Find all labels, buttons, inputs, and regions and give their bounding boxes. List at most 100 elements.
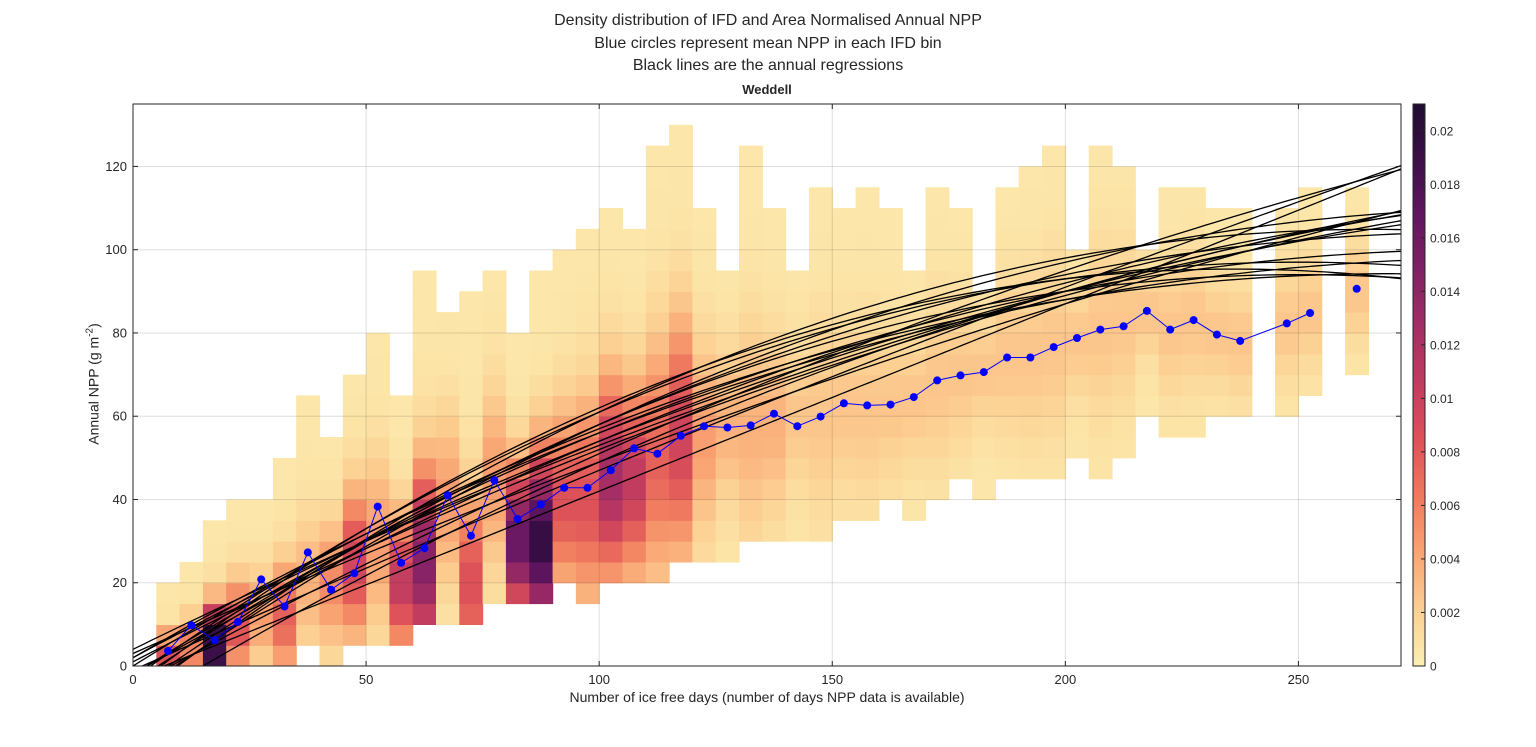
heatmap-cell xyxy=(809,249,833,272)
heatmap-cell xyxy=(739,270,763,292)
mean-npp-marker xyxy=(1096,325,1105,334)
heatmap-cell xyxy=(272,499,297,521)
heatmap-cell xyxy=(1345,353,1369,376)
mean-npp-marker xyxy=(979,368,988,377)
heatmap-cell xyxy=(366,333,390,355)
heatmap-cell xyxy=(575,249,600,272)
heatmap-cell xyxy=(762,270,787,292)
heatmap-cell xyxy=(1135,353,1160,376)
heatmap-cell xyxy=(809,228,833,251)
heatmap-cell xyxy=(366,374,390,396)
heatmap-cell xyxy=(785,291,810,313)
heatmap-cell xyxy=(1042,395,1066,417)
heatmap-cell xyxy=(645,145,670,167)
heatmap-cell xyxy=(925,437,950,459)
heatmap-cell xyxy=(552,561,577,584)
heatmap-cell xyxy=(645,187,670,209)
heatmap-cell xyxy=(459,541,484,563)
heatmap-cell xyxy=(1345,187,1369,209)
heatmap-cell xyxy=(715,457,740,480)
y-tick-label: 0 xyxy=(120,659,127,674)
heatmap-cell xyxy=(669,520,693,542)
heatmap-cell xyxy=(692,228,717,251)
heatmap-cell xyxy=(226,645,251,666)
heatmap-cell xyxy=(482,395,507,417)
heatmap-cell xyxy=(925,228,950,251)
mean-npp-marker xyxy=(513,515,522,523)
mean-npp-marker xyxy=(233,617,242,626)
heatmap-cell xyxy=(389,478,414,501)
heatmap-cell xyxy=(575,333,600,355)
heatmap-cell xyxy=(599,228,624,251)
mean-npp-marker xyxy=(490,476,499,485)
heatmap-cell xyxy=(482,374,507,396)
mean-npp-marker xyxy=(863,401,872,410)
heatmap-cell xyxy=(552,520,577,542)
heatmap-cell xyxy=(156,582,181,605)
mean-npp-marker xyxy=(1073,334,1081,342)
heatmap-cell xyxy=(1275,333,1299,355)
heatmap-cell xyxy=(575,228,600,251)
heatmap-cell xyxy=(1298,249,1323,272)
mean-npp-marker xyxy=(327,585,336,594)
heatmap-cell xyxy=(878,374,903,396)
heatmap-cell xyxy=(832,249,857,272)
heatmap-cell xyxy=(1018,166,1043,188)
heatmap-cell xyxy=(226,624,251,646)
heatmap-cell xyxy=(1088,291,1113,313)
heatmap-cell xyxy=(645,478,670,501)
mean-npp-marker xyxy=(187,621,196,630)
heatmap-cell xyxy=(855,374,880,396)
heatmap-cell xyxy=(1181,208,1206,230)
heatmap-cell xyxy=(715,291,740,313)
heatmap-cell xyxy=(342,457,367,480)
heatmap-cell xyxy=(482,541,507,563)
heatmap-cell xyxy=(1065,395,1090,417)
heatmap-cell xyxy=(622,270,647,292)
heatmap-cell xyxy=(482,333,507,355)
heatmap-cell xyxy=(785,499,810,521)
colorbar-tick-label: 0.018 xyxy=(1430,178,1460,192)
mean-npp-marker xyxy=(700,422,709,431)
heatmap-cell xyxy=(669,166,693,188)
heatmap-cell xyxy=(529,499,554,521)
heatmap-cell xyxy=(948,228,973,251)
heatmap-cell xyxy=(855,416,880,438)
mean-npp-marker xyxy=(1236,336,1245,345)
mean-npp-marker xyxy=(630,444,639,453)
heatmap-cell xyxy=(762,208,787,230)
heatmap-cell xyxy=(785,395,810,417)
heatmap-cell xyxy=(296,499,321,521)
heatmap-cell xyxy=(459,561,484,584)
heatmap-cell xyxy=(762,520,787,542)
heatmap-cell xyxy=(785,374,810,396)
heatmap-cell xyxy=(552,499,577,521)
heatmap-cell xyxy=(645,499,670,521)
colorbar-tick-label: 0.01 xyxy=(1430,392,1454,406)
heatmap-cell xyxy=(412,270,437,292)
y-axis-label-unit: (g m xyxy=(85,336,102,365)
heatmap-cell xyxy=(505,561,530,584)
heatmap-cell xyxy=(995,437,1020,459)
mean-npp-marker xyxy=(467,531,475,540)
heatmap-cell xyxy=(902,457,927,480)
heatmap-cell xyxy=(762,249,787,272)
heatmap-cell xyxy=(482,291,507,313)
heatmap-cell xyxy=(832,228,857,251)
heatmap-cell xyxy=(342,624,367,646)
heatmap-cell xyxy=(645,208,670,230)
heatmap-cell xyxy=(505,353,530,376)
heatmap-cell xyxy=(855,353,880,376)
heatmap-cell xyxy=(1112,333,1136,355)
heatmap-cell xyxy=(1065,374,1090,396)
heatmap-cell xyxy=(202,645,227,666)
mean-npp-marker xyxy=(886,400,895,409)
heatmap-cell xyxy=(272,624,297,646)
heatmap-cell xyxy=(925,457,950,480)
heatmap-cell xyxy=(645,291,670,313)
heatmap-cell xyxy=(855,249,880,272)
heatmap-cell xyxy=(226,520,251,542)
heatmap-cell xyxy=(529,374,554,396)
heatmap-cell xyxy=(366,457,390,480)
heatmap-cell xyxy=(342,499,367,521)
